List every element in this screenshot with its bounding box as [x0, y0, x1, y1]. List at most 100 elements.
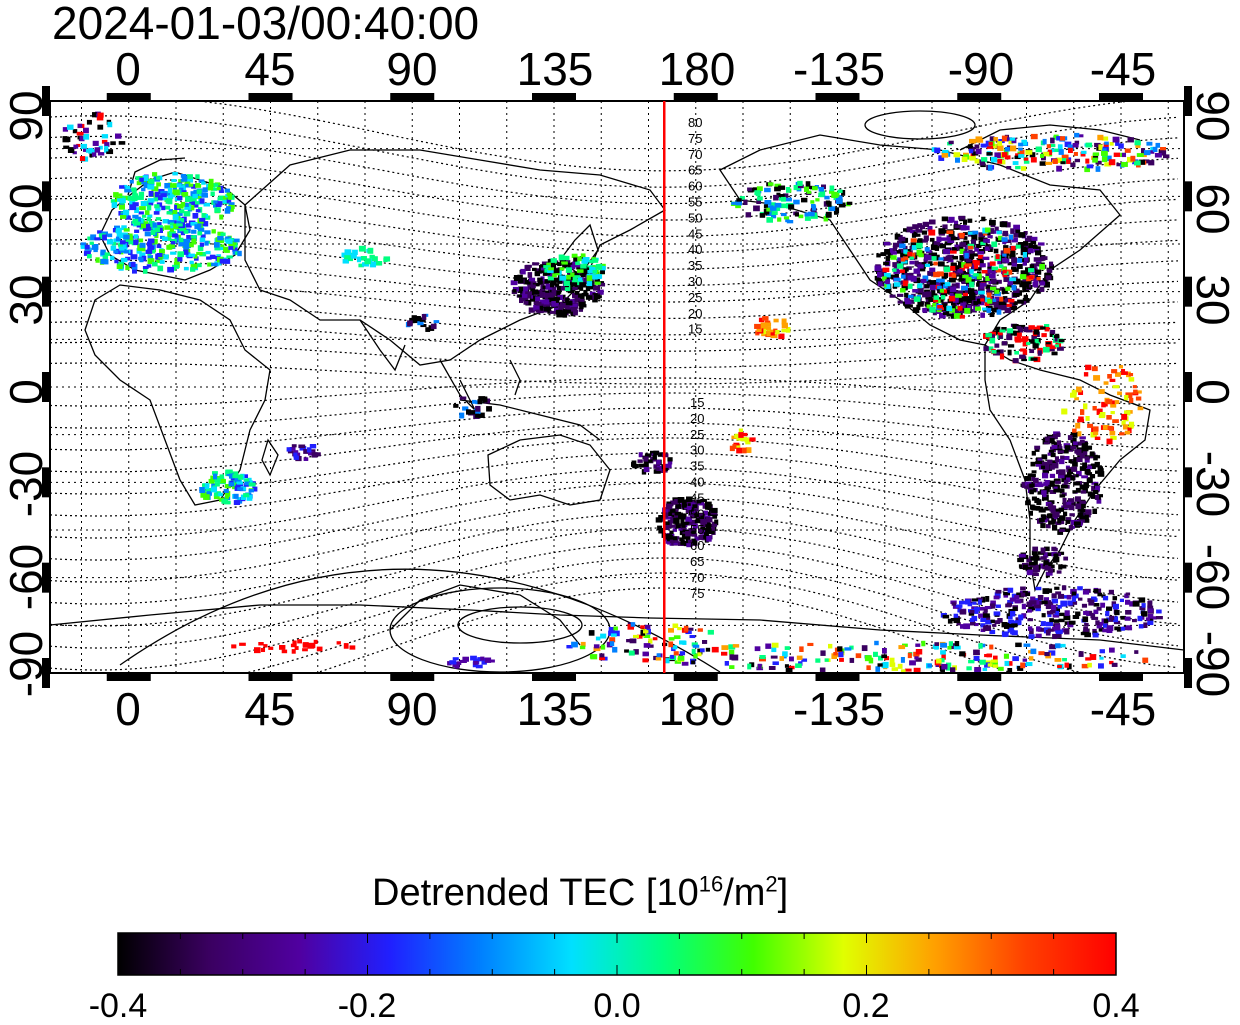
tec-sample	[658, 515, 666, 519]
tec-sample	[580, 253, 586, 258]
tec-sample	[793, 199, 800, 205]
tec-sample	[1030, 461, 1036, 467]
tec-sample	[1112, 136, 1120, 143]
tec-sample	[1040, 523, 1046, 529]
tec-sample	[421, 314, 427, 320]
tec-sample	[213, 494, 220, 500]
tec-sample	[1116, 163, 1123, 167]
tec-sample	[1109, 660, 1114, 665]
tec-sample	[778, 185, 786, 190]
terminator-contour	[50, 542, 1179, 649]
tec-sample	[129, 204, 137, 211]
lat-scale-bar	[1184, 658, 1192, 688]
tec-sample	[135, 176, 141, 181]
tec-sample	[1035, 606, 1041, 612]
tec-sample	[226, 207, 231, 212]
tec-sample	[572, 309, 578, 316]
tec-sample	[609, 637, 616, 643]
tec-sample	[580, 264, 587, 269]
tec-sample	[1057, 144, 1063, 151]
tec-sample	[151, 261, 158, 267]
tec-sample	[786, 327, 791, 333]
tec-sample	[156, 244, 162, 249]
tec-sample	[557, 263, 562, 267]
tec-sample	[1095, 166, 1101, 172]
tec-sample	[1040, 153, 1045, 158]
tec-sample	[217, 197, 223, 201]
tec-sample	[237, 250, 242, 257]
tec-sample	[662, 512, 669, 518]
tec-sample	[1013, 224, 1020, 230]
tec-sample	[941, 653, 946, 660]
tec-sample	[80, 242, 87, 248]
tec-sample	[632, 463, 639, 469]
tec-sample	[559, 275, 567, 281]
tec-sample	[934, 147, 941, 154]
tec-sample	[1120, 654, 1126, 658]
tec-sample	[1070, 438, 1077, 443]
tec-sample	[1097, 471, 1105, 477]
tec-sample	[1005, 269, 1013, 275]
tec-sample	[600, 633, 607, 639]
tec-sample	[1128, 373, 1134, 377]
tec-sample	[738, 432, 744, 438]
tec-sample	[731, 435, 737, 439]
tec-sample	[932, 303, 937, 307]
tec-sample	[477, 657, 482, 662]
tec-sample	[1126, 371, 1131, 378]
tec-sample	[1028, 339, 1035, 344]
tec-sample	[691, 648, 696, 655]
tec-sample	[1080, 409, 1085, 415]
tec-sample	[841, 190, 846, 196]
tec-sample	[1033, 244, 1038, 249]
tec-sample	[770, 655, 778, 659]
tec-sample	[771, 211, 778, 215]
tec-sample	[358, 263, 364, 268]
tec-sample	[987, 268, 993, 274]
tec-sample	[579, 286, 584, 291]
tec-sample	[1058, 618, 1065, 623]
tec-sample	[1099, 656, 1104, 660]
tec-sample	[1063, 479, 1069, 485]
tec-sample	[1103, 618, 1109, 623]
tec-sample	[774, 202, 782, 208]
tec-sample	[1091, 485, 1096, 492]
tec-sample	[1081, 450, 1088, 456]
tec-sample	[268, 646, 274, 650]
terminator-contour	[192, 101, 1136, 172]
tec-sample	[910, 238, 917, 243]
tec-sample	[1022, 349, 1028, 356]
tec-sample	[1071, 591, 1077, 596]
tec-sample	[1092, 406, 1097, 411]
lon-scale-bar	[106, 93, 151, 101]
tec-sample	[172, 214, 179, 220]
tec-sample	[821, 184, 827, 190]
tec-sample	[1103, 381, 1109, 385]
tec-sample	[963, 236, 968, 240]
tec-sample	[1068, 468, 1074, 475]
tec-sample	[1075, 487, 1081, 493]
tec-sample	[989, 261, 996, 266]
tec-sample	[364, 258, 371, 265]
tec-sample	[674, 511, 682, 516]
tec-sample	[565, 267, 572, 273]
tec-sample	[104, 145, 109, 152]
tec-sample	[959, 255, 966, 261]
tec-sample	[1049, 465, 1055, 470]
tec-sample	[692, 504, 698, 509]
tec-sample	[1037, 481, 1043, 486]
tec-sample	[965, 599, 971, 605]
tec-sample	[201, 192, 208, 198]
tec-sample	[1027, 618, 1033, 622]
bottom-lon-label: 0	[115, 683, 141, 735]
tec-sample	[961, 262, 966, 268]
tec-sample	[1106, 606, 1113, 611]
tec-sample	[1107, 625, 1114, 632]
tec-sample	[680, 539, 685, 545]
tec-sample	[926, 249, 932, 254]
tec-sample	[700, 515, 706, 521]
tec-sample	[1134, 650, 1139, 654]
tec-sample	[67, 147, 75, 154]
tec-sample	[212, 471, 218, 475]
tec-sample	[172, 233, 179, 238]
